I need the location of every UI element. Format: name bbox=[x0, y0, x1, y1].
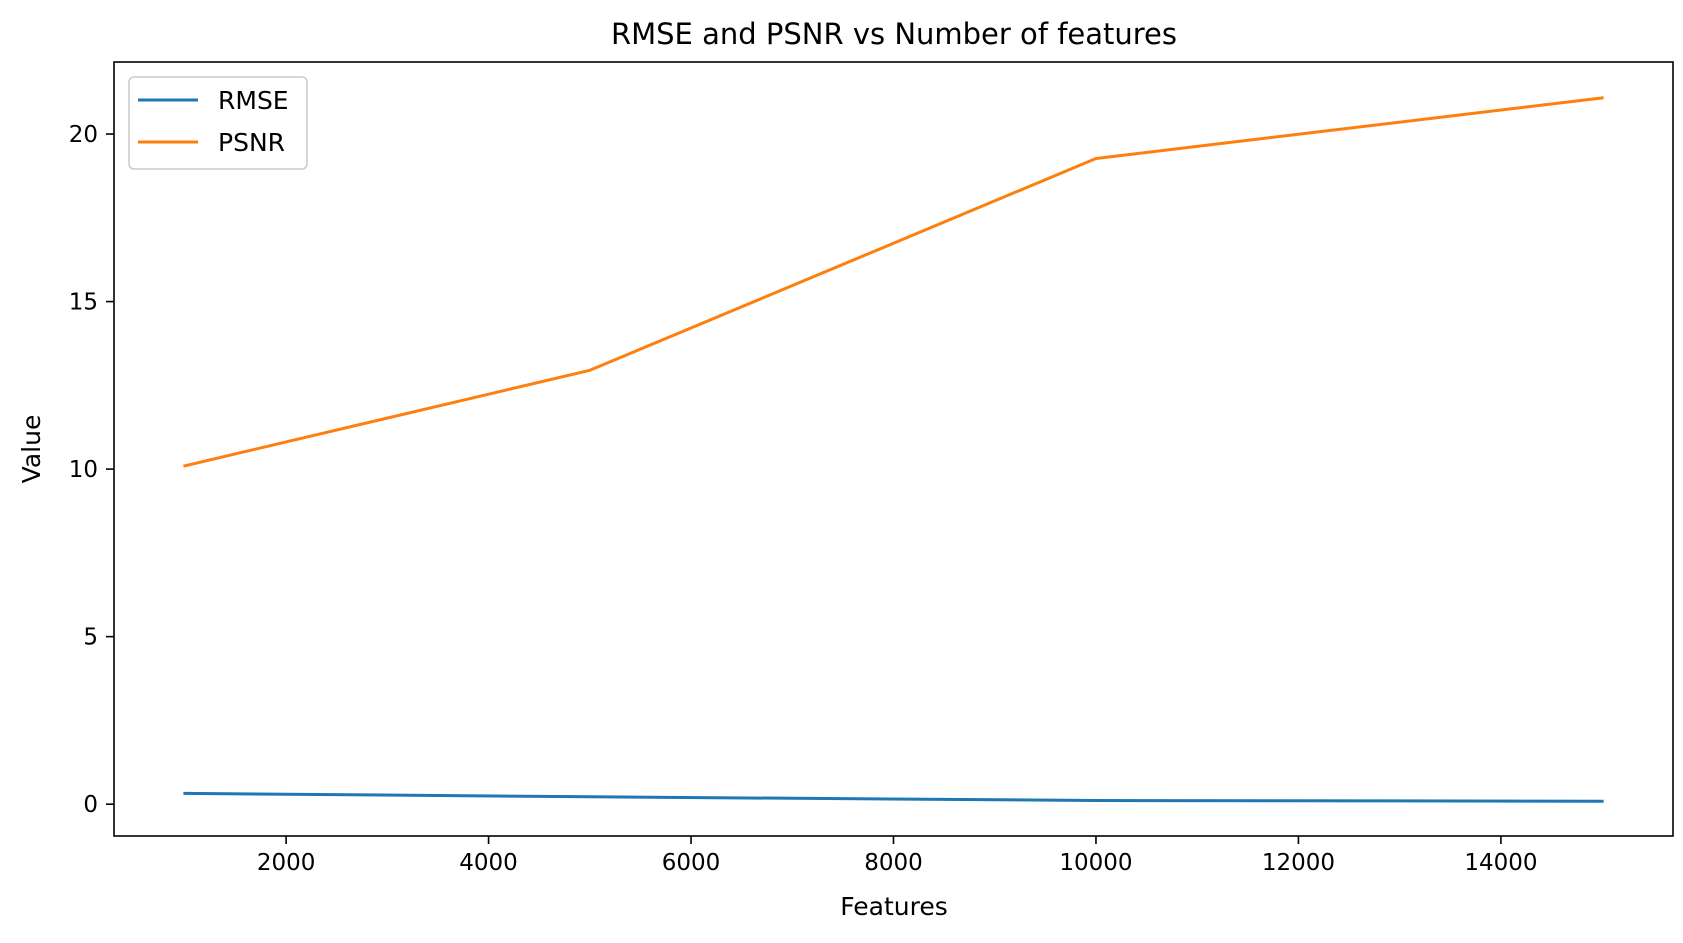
y-tick-label: 15 bbox=[69, 290, 98, 316]
y-tick-label: 20 bbox=[69, 122, 98, 148]
plot-frame bbox=[113, 61, 1674, 837]
chart-title: RMSE and PSNR vs Number of features bbox=[611, 17, 1177, 51]
x-axis-label: Features bbox=[840, 892, 948, 921]
legend: RMSE PSNR bbox=[128, 76, 308, 170]
x-tick-label: 14000 bbox=[1464, 850, 1537, 876]
x-tick-label: 8000 bbox=[864, 850, 923, 876]
x-tick-label: 6000 bbox=[662, 850, 721, 876]
y-tick-label: 0 bbox=[83, 792, 98, 818]
series-line-psnr bbox=[183, 96, 1604, 468]
y-axis-label: Value bbox=[17, 415, 46, 484]
legend-label-rmse: RMSE bbox=[218, 86, 289, 115]
legend-label-psnr: PSNR bbox=[218, 128, 285, 157]
x-tick-label: 10000 bbox=[1059, 850, 1132, 876]
series-layer bbox=[183, 96, 1604, 803]
x-tick-label: 2000 bbox=[257, 850, 316, 876]
series-line-rmse bbox=[183, 791, 1604, 803]
x-tick-label: 4000 bbox=[459, 850, 518, 876]
y-tick-label: 5 bbox=[83, 625, 98, 651]
ticks-layer: 2000 4000 6000 8000 10000 12000 14000 0 5 10 15 20 bbox=[69, 122, 1538, 876]
y-tick-label: 10 bbox=[69, 457, 98, 483]
x-tick-label: 12000 bbox=[1262, 850, 1335, 876]
